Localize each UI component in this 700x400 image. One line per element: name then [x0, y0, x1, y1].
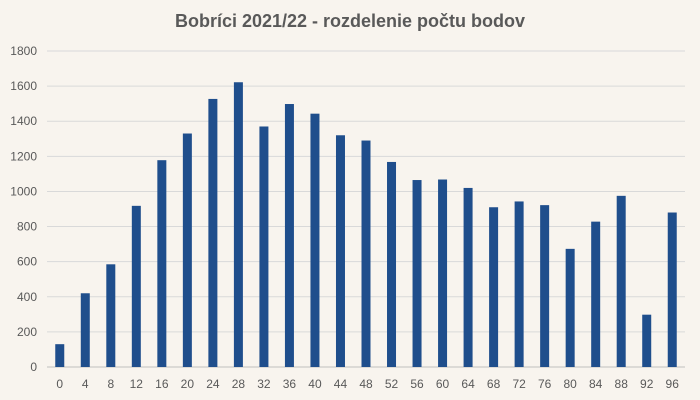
x-tick-label: 60	[436, 377, 450, 391]
bar-4	[80, 293, 90, 367]
x-axis-ticks: 0 4 8 12 16 20 24 28 32 36 40 44 48 52 56 60 64 68 72 76 80 8…	[56, 377, 679, 391]
x-tick-label: 88	[615, 377, 629, 391]
bar-40	[310, 113, 320, 367]
bar-68	[489, 207, 499, 367]
bar-92	[642, 314, 652, 367]
bar-44	[335, 135, 345, 367]
chart-title: Bobríci 2021/22 - rozdelenie počtu bodov	[174, 11, 526, 31]
bar-64	[463, 187, 473, 367]
bar-60	[438, 179, 448, 367]
x-tick-label: 20	[181, 377, 195, 391]
x-tick-label: 32	[257, 377, 271, 391]
x-tick-label: 92	[640, 377, 654, 391]
y-tick-label: 1200	[10, 149, 37, 163]
y-tick-label: 1600	[10, 79, 37, 93]
x-tick-label: 76	[538, 377, 552, 391]
bar-72	[514, 201, 524, 367]
x-tick-label: 52	[385, 377, 399, 391]
x-tick-label: 8	[107, 377, 114, 391]
bar-8	[106, 264, 116, 367]
bar-88	[616, 195, 626, 367]
x-tick-label: 16	[155, 377, 169, 391]
bar-80	[565, 248, 575, 367]
y-tick-label: 1000	[10, 184, 37, 198]
bar-36	[284, 104, 294, 368]
bar-32	[259, 126, 269, 367]
y-tick-label: 1800	[10, 44, 37, 58]
y-tick-label: 1400	[10, 114, 37, 128]
bar-12	[131, 205, 141, 367]
x-tick-label: 68	[487, 377, 501, 391]
x-tick-label: 80	[563, 377, 577, 391]
x-tick-label: 48	[359, 377, 373, 391]
bars	[55, 82, 677, 368]
y-tick-label: 800	[17, 220, 37, 234]
y-tick-label: 600	[17, 255, 37, 269]
x-tick-label: 40	[308, 377, 322, 391]
bar-48	[361, 140, 371, 367]
x-tick-label: 12	[130, 377, 144, 391]
bar-76	[540, 205, 550, 367]
bar-28	[233, 82, 243, 367]
bar-24	[208, 98, 218, 367]
y-tick-label: 400	[17, 290, 37, 304]
bar-16	[157, 160, 167, 367]
x-tick-label: 0	[56, 377, 63, 391]
x-tick-label: 64	[461, 377, 475, 391]
bar-20	[182, 133, 192, 367]
x-tick-label: 44	[334, 377, 348, 391]
x-tick-label: 84	[589, 377, 603, 391]
bar-52	[387, 161, 397, 367]
x-tick-label: 96	[666, 377, 680, 391]
bar-96	[667, 212, 677, 367]
bar-84	[591, 221, 601, 367]
x-tick-label: 36	[283, 377, 297, 391]
x-tick-label: 72	[512, 377, 526, 391]
bar-0	[55, 344, 65, 367]
bar-56	[412, 180, 422, 367]
y-tick-label: 0	[30, 360, 37, 374]
x-tick-label: 28	[232, 377, 246, 391]
x-tick-label: 4	[82, 377, 89, 391]
y-tick-label: 200	[17, 325, 37, 339]
x-tick-label: 56	[410, 377, 424, 391]
y-axis-ticks: 0 200 400 600 800 1000 1200 1400 1600 1800	[10, 44, 37, 374]
x-tick-label: 24	[206, 377, 220, 391]
